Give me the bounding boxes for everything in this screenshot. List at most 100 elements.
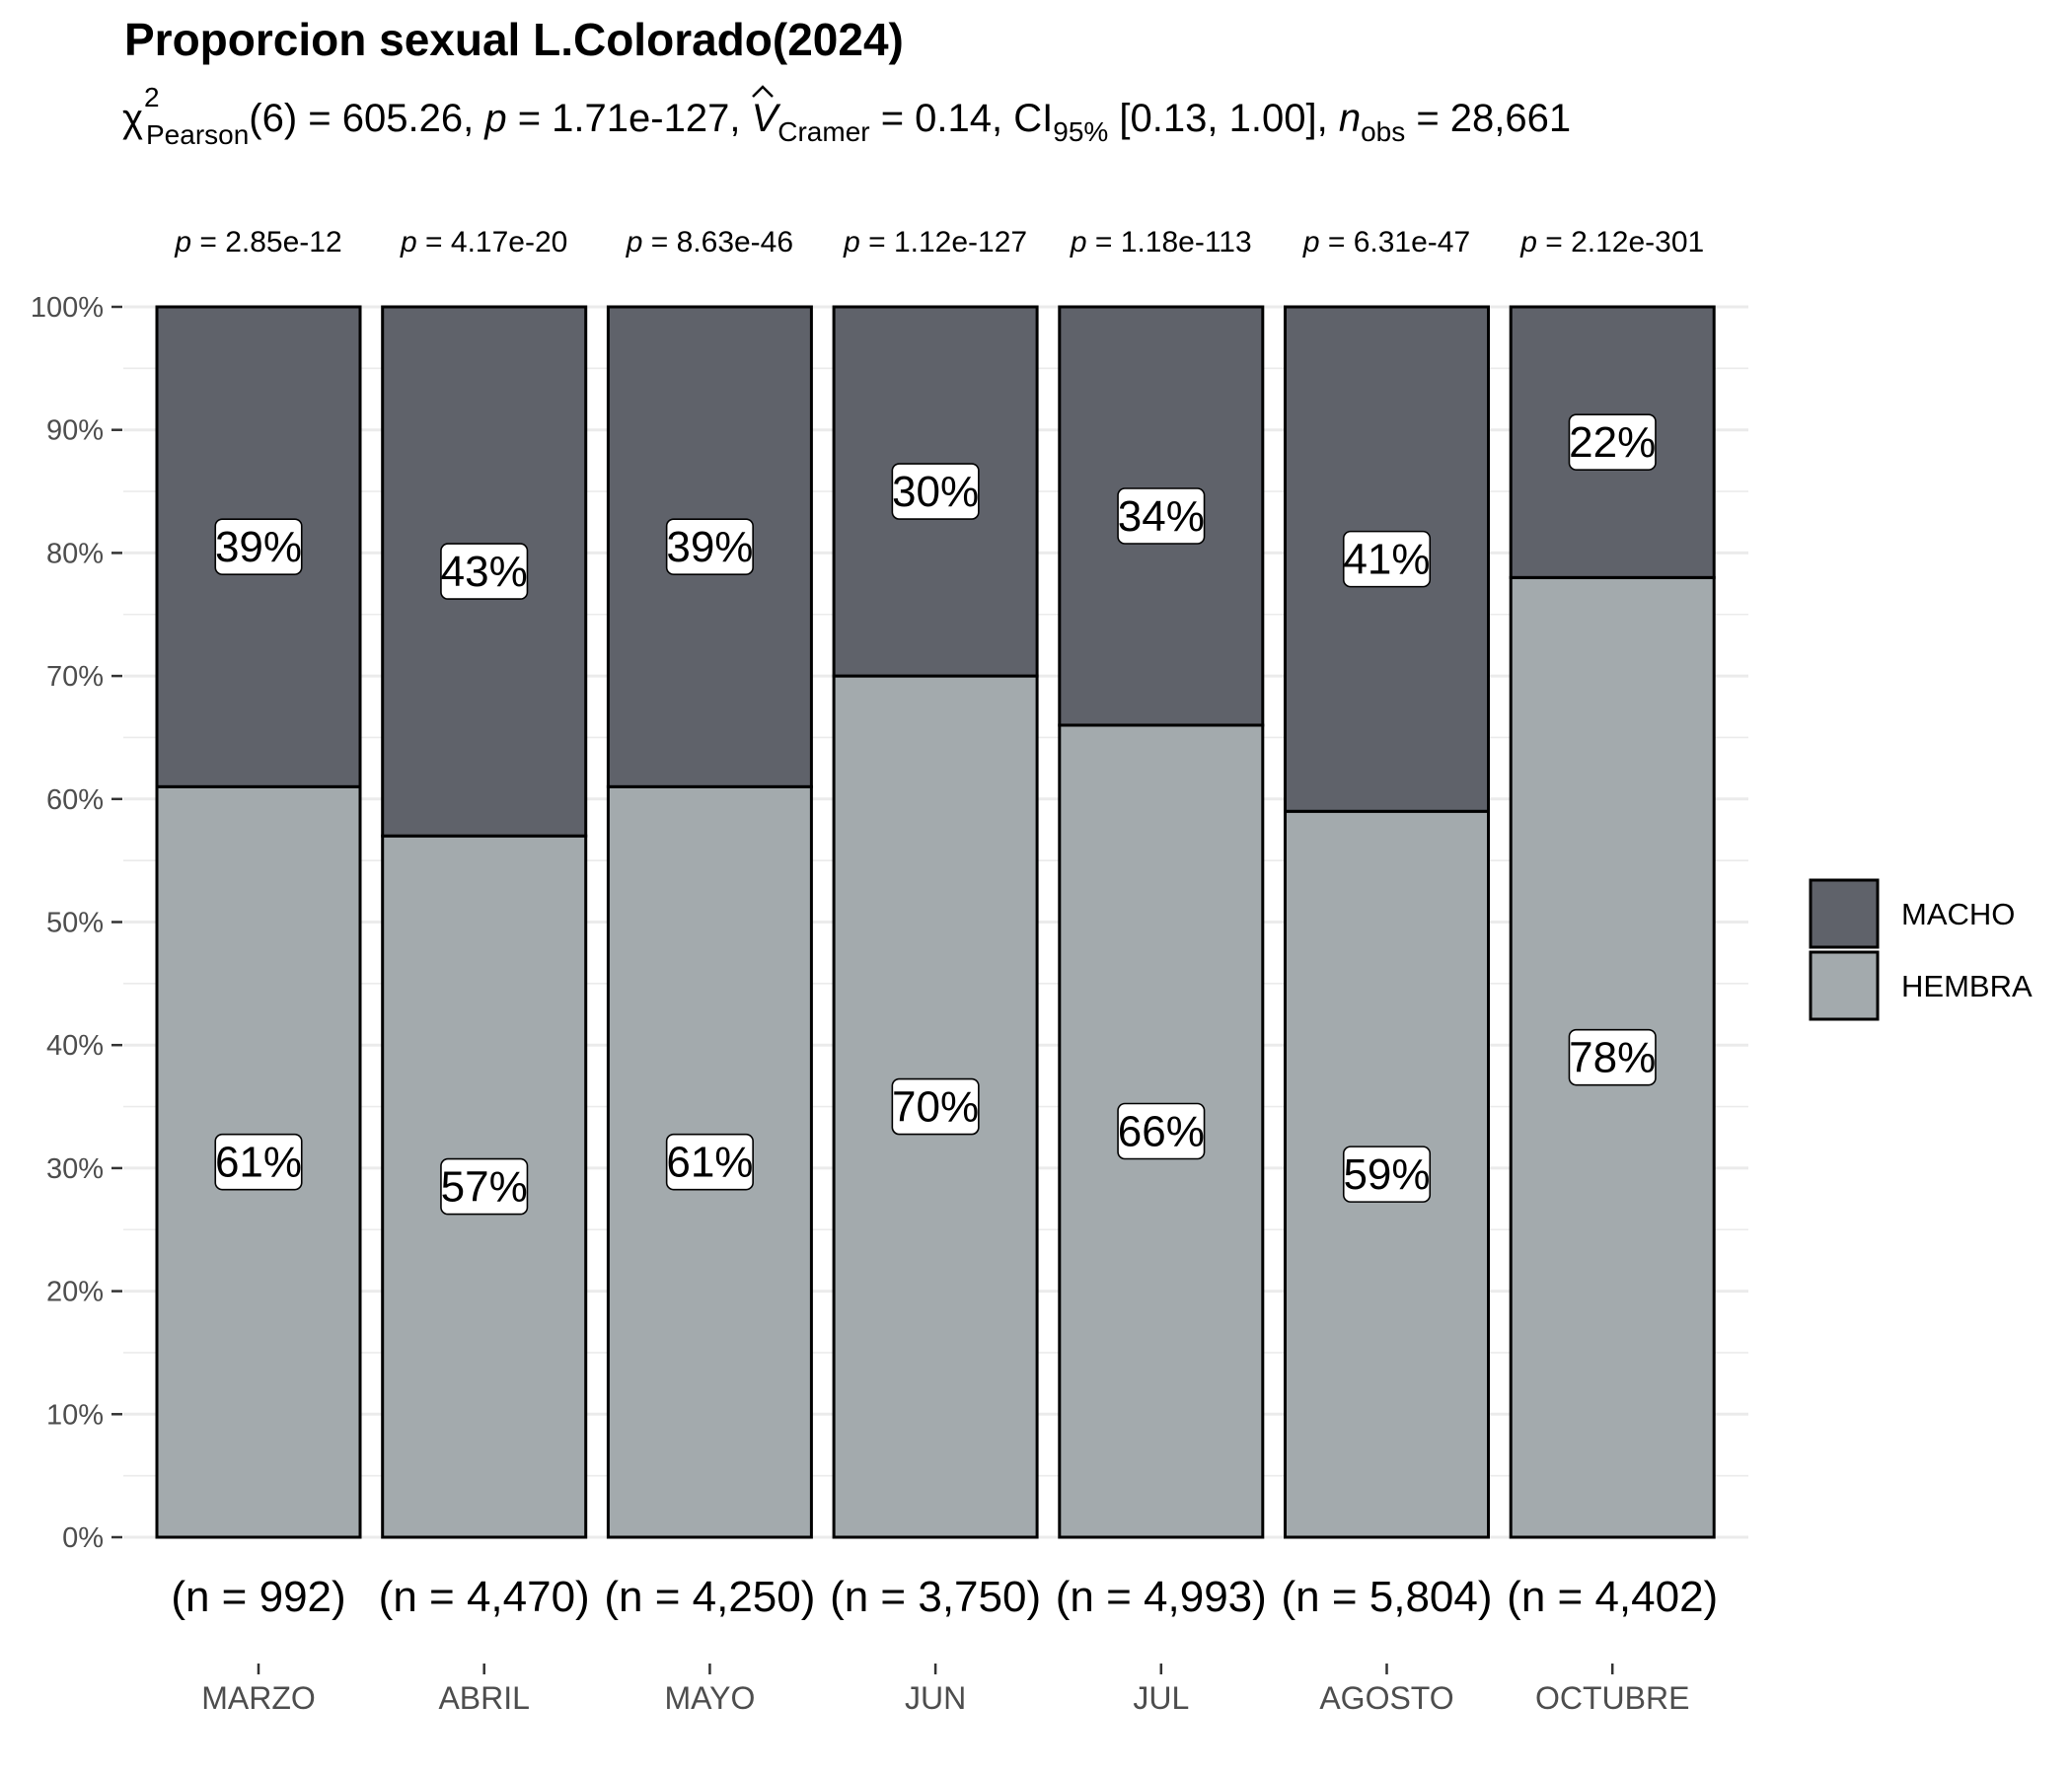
x-axis: MARZO ABRIL MAYO JUN JUL AGOSTO OCTUBRE [201,1664,1689,1716]
label-hembra-box [1342,1146,1432,1203]
p-value-label: p = 4.17e-20 [400,226,567,259]
label-hembra-group: 70% [891,1077,980,1136]
v-sub: Cramer [777,116,869,147]
label-macho-box [440,543,529,600]
label-macho-group: 41% [1342,530,1432,588]
label-hembra-group: 61% [665,1133,754,1191]
label-macho: 39% [215,523,302,571]
p-value-text: = 2.85e-12 [191,226,342,259]
p-value-symbol: p [1070,226,1087,259]
n-symbol: n [1339,97,1361,140]
label-hembra-box [214,1133,303,1191]
label-hembra-box [665,1133,754,1191]
x-tick-label: JUN [905,1680,966,1716]
chi-sup: 2 [144,82,160,112]
label-hembra: 59% [1343,1150,1430,1199]
p-value-text: = 8.63e-46 [642,226,793,259]
label-macho-group: 39% [214,518,303,575]
label-macho-group: 30% [891,463,980,520]
label-macho-box [665,518,754,575]
label-hembra: 66% [1118,1107,1205,1155]
label-hembra-group: 66% [1117,1102,1206,1160]
p-value-text: = 1.12e-127 [860,226,1027,259]
p-value-symbol: p [1519,226,1537,259]
p-value-text: = 4.17e-20 [417,226,568,259]
bar-hembra [1509,575,1716,1539]
n-count-label: (n = 4,470) [379,1573,590,1621]
p-value-symbol: p [174,226,191,259]
legend-label-macho: MACHO [1901,897,2015,931]
label-macho-box [891,463,980,520]
y-tick-label: 0% [62,1522,104,1554]
y-tick-label: 70% [46,661,104,693]
label-macho-box [1342,530,1432,588]
y-tick-label: 10% [46,1399,104,1431]
y-axis: 0% 10% 20% 30% 40% 50% 60% 70% 80% 90% 100% [31,292,122,1554]
y-tick-label: 60% [46,784,104,816]
v-symbol: V [752,97,781,140]
label-hembra-group: 59% [1342,1146,1432,1203]
label-hembra-box [1568,1028,1657,1086]
label-hembra: 70% [892,1083,979,1132]
p-value-text: = 2.12e-301 [1537,226,1704,259]
y-tick-label: 30% [46,1153,104,1185]
p-value-symbol: p [843,226,860,259]
label-hembra-box [440,1157,529,1216]
p-value-symbol: p [1302,226,1320,259]
ci-rest: [0.13, 1.00], [1108,97,1339,140]
n-count-label: (n = 5,804) [1281,1573,1492,1621]
n-count-label: (n = 992) [171,1573,345,1621]
x-tick-label: OCTUBRE [1535,1680,1689,1716]
x-tick-label: MAYO [664,1680,755,1716]
label-hembra-box [1117,1102,1206,1160]
label-macho: 39% [666,523,753,571]
x-tick-label: AGOSTO [1319,1680,1453,1716]
label-hembra-group: 57% [440,1157,529,1216]
v-rest: = 0.14, CI [870,97,1054,140]
y-tick-label: 90% [46,415,104,447]
ci-sub: 95% [1053,116,1108,147]
chi-rest: (6) = 605.26, [249,97,484,140]
y-tick-label: 20% [46,1277,104,1308]
label-hembra-group: 61% [214,1133,303,1191]
legend-swatch-hembra [1809,950,1880,1021]
p-value-text: = 1.18e-113 [1087,226,1252,259]
p-value-label: p = 1.12e-127 [843,226,1027,259]
p-rest: = 1.71e-127, [507,97,752,140]
n-rest: = 28,661 [1405,97,1571,140]
label-macho: 41% [1343,536,1430,584]
p-symbol: p [483,97,506,140]
n-sub: obs [1361,116,1405,147]
bar-labels-layer: 61% 39% 57% 43% 61% 39% 70% 30% 66% 34% 59% 41% 78% 2… [214,413,1657,1216]
y-tick-label: 80% [46,538,104,569]
label-hembra: 61% [666,1139,753,1187]
p-value-symbol: p [626,226,643,259]
p-value-label: p = 1.18e-113 [1070,226,1252,259]
label-macho: 34% [1118,492,1205,541]
label-hembra: 78% [1569,1034,1656,1082]
chart-title: Proporcion sexual L.Colorado(2024) [124,14,904,65]
legend-swatch-macho [1809,878,1880,949]
chart-subtitle: χ2 Pearson(6) = 605.26, p = 1.71e-127, VC… [122,82,1571,150]
p-value-label: p = 6.31e-47 [1302,226,1470,259]
label-macho: 30% [892,468,979,516]
n-count-label: (n = 4,402) [1507,1573,1718,1621]
label-macho-group: 43% [440,543,529,600]
label-hembra: 57% [441,1163,528,1212]
n-count-label: (n = 4,250) [604,1573,815,1621]
p-value-label: p = 2.12e-301 [1519,226,1704,259]
label-macho-group: 39% [665,518,754,575]
label-macho: 43% [441,548,528,596]
p-value-labels: p = 2.85e-12 p = 4.17e-20 p = 8.63e-46 p = … [174,226,1704,259]
chi-symbol: χ [122,97,143,140]
label-macho-group: 22% [1568,413,1657,471]
n-count-label: (n = 3,750) [830,1573,1041,1621]
y-tick-label: 100% [31,292,104,324]
chi-sub: Pearson [146,119,249,150]
n-count-label: (n = 4,993) [1056,1573,1267,1621]
legend-label-hembra: HEMBRA [1901,969,2033,1003]
n-labels: (n = 992) (n = 4,470) (n = 4,250) (n = 3,75… [171,1573,1718,1621]
p-value-symbol: p [400,226,417,259]
label-macho-box [214,518,303,575]
